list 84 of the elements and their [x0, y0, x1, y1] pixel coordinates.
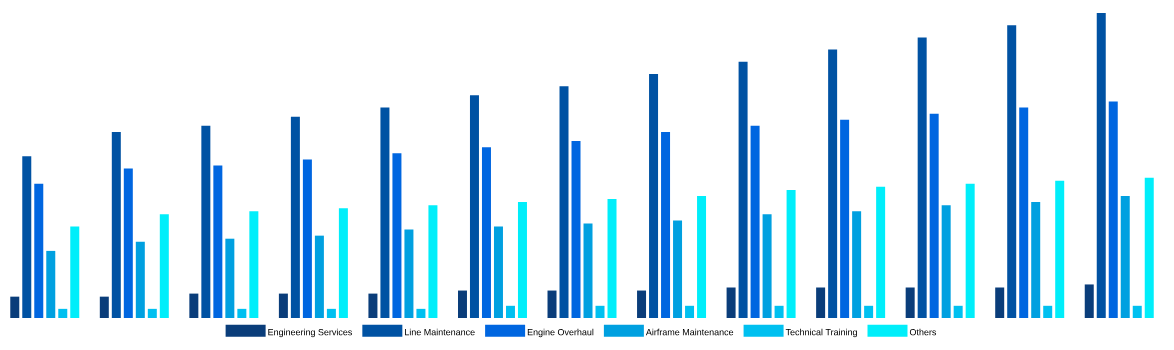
- bar: [673, 220, 683, 318]
- bar: [70, 226, 80, 318]
- bar: [1055, 180, 1065, 318]
- bar: [1120, 196, 1130, 318]
- bar: [637, 290, 647, 318]
- bar: [302, 159, 312, 318]
- bar: [237, 308, 247, 318]
- bar: [840, 119, 850, 318]
- bar: [99, 296, 109, 318]
- bar: [201, 125, 211, 318]
- bar: [774, 305, 784, 318]
- bar: [380, 107, 390, 318]
- bar: [571, 141, 581, 318]
- bar: [135, 241, 145, 318]
- bar: [965, 183, 975, 318]
- bar: [953, 305, 963, 318]
- bar: [762, 214, 772, 318]
- bar: [58, 308, 68, 318]
- bar: [111, 131, 121, 318]
- bar: [583, 223, 593, 318]
- legend-label: Others: [909, 328, 937, 336]
- bar: [852, 211, 862, 318]
- bar: [147, 308, 157, 318]
- bar: [34, 183, 44, 318]
- bar: [995, 287, 1005, 318]
- bar: [750, 125, 760, 318]
- bar: [661, 131, 671, 318]
- bar: [1007, 25, 1017, 318]
- bar: [416, 308, 426, 318]
- legend-label: Technical Training: [785, 328, 857, 338]
- bar: [738, 61, 748, 318]
- bar: [816, 287, 826, 318]
- bar: [1031, 202, 1041, 318]
- bar: [213, 165, 223, 318]
- bar: [123, 168, 133, 318]
- bar: [685, 305, 695, 318]
- bar: [1144, 177, 1154, 318]
- bar: [649, 74, 659, 318]
- bar: [697, 196, 707, 318]
- bar: [1084, 284, 1094, 318]
- bar: [595, 305, 605, 318]
- bar: [929, 113, 939, 318]
- bar: [828, 49, 838, 318]
- bar: [428, 205, 438, 318]
- bar: [22, 156, 32, 318]
- bar: [864, 305, 874, 318]
- legend-label: Engine Overhaul: [527, 328, 594, 338]
- bar: [726, 287, 736, 318]
- bar: [876, 186, 886, 318]
- bar: [917, 37, 927, 318]
- bar: [481, 147, 491, 318]
- bar: [314, 235, 324, 318]
- bar: [368, 293, 378, 318]
- bar: [290, 116, 300, 318]
- bar: [517, 202, 527, 318]
- bar: [326, 308, 336, 318]
- bar: [559, 86, 569, 318]
- bar: [1043, 305, 1053, 318]
- bar: [941, 205, 951, 318]
- bar: [1132, 305, 1142, 318]
- bar: [457, 290, 467, 318]
- bar: [1108, 101, 1118, 318]
- bar: [493, 226, 503, 318]
- legend-label: Airframe Maintenance: [645, 328, 734, 336]
- bar: [249, 211, 259, 318]
- bar: [786, 189, 796, 318]
- bar: [1096, 13, 1106, 318]
- bar: [278, 293, 288, 318]
- bar: [469, 95, 479, 318]
- bar: [46, 250, 56, 318]
- bar: [159, 214, 169, 318]
- legend-label: Line Maintenance: [405, 328, 475, 336]
- bar: [338, 208, 348, 318]
- bar: [1019, 107, 1029, 318]
- bar: [547, 290, 557, 318]
- bar: [607, 199, 617, 318]
- bar: [392, 153, 402, 318]
- bar: [225, 238, 235, 318]
- bar: [189, 293, 199, 318]
- bar: [505, 305, 515, 318]
- bar: [404, 229, 414, 318]
- bar: [905, 287, 915, 318]
- bar: [10, 296, 20, 318]
- legend-label: Engineering Services: [268, 328, 352, 338]
